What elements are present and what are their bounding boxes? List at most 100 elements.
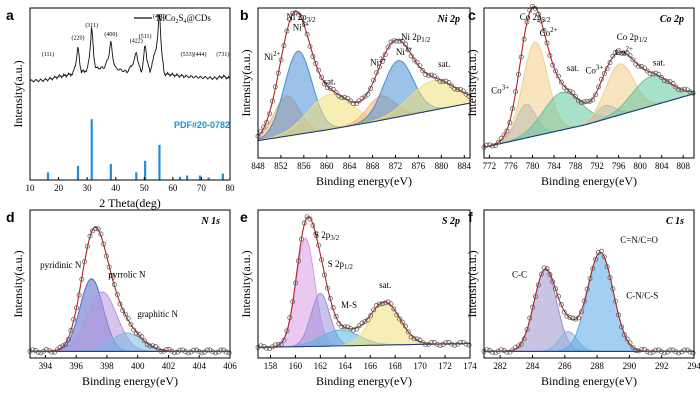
y-axis-title: Intensity(a.u.) [11, 250, 25, 317]
data-point [379, 301, 385, 307]
peak-annotation: Co3+ [491, 84, 509, 96]
x-tick-label: 162 [314, 361, 328, 371]
data-point [561, 309, 567, 315]
data-point [621, 332, 627, 338]
data-point [490, 349, 496, 355]
plot-frame [483, 7, 695, 159]
data-point [316, 67, 322, 73]
x-tick-label: 792 [590, 161, 604, 171]
data-point [163, 347, 169, 353]
data-point [639, 347, 644, 353]
data-point [495, 348, 501, 354]
data-point [405, 47, 411, 53]
data-point [218, 347, 224, 353]
data-point [429, 72, 434, 78]
data-point [73, 305, 79, 311]
data-point [567, 88, 573, 94]
data-point [348, 98, 353, 104]
data-point [624, 336, 630, 342]
data-point [596, 84, 601, 90]
data-point [510, 106, 516, 112]
data-point [633, 348, 639, 354]
data-point [417, 63, 423, 69]
x-tick-label: 404 [192, 361, 206, 371]
data-point [298, 236, 304, 242]
data-point [213, 350, 218, 356]
data-point [627, 340, 633, 346]
plot-frame [29, 209, 231, 359]
data-point [538, 271, 544, 277]
data-point [564, 87, 570, 93]
data-point [440, 79, 446, 85]
peak-annotation: sat. [567, 63, 579, 73]
data-point [150, 343, 156, 349]
data-point [653, 347, 659, 353]
data-point [630, 344, 636, 350]
x-tick-label: 400 [131, 361, 145, 371]
data-point [49, 349, 55, 355]
peak-index-label: (511) [139, 33, 152, 40]
panel-d: 394 396 398 400 402 404 406 Binding energy(eV) I… [6, 209, 237, 388]
data-point [676, 350, 682, 356]
data-point [350, 101, 356, 107]
panel-letter: d [6, 209, 15, 225]
data-point [342, 95, 348, 101]
peak-annotation: Ni 2p1/2 [401, 32, 431, 44]
data-point [95, 226, 101, 232]
data-point [619, 50, 624, 56]
peak-annotation: sat. [323, 76, 335, 86]
data-point [535, 282, 541, 288]
peak-annotation: Ni2+ [264, 50, 281, 62]
data-point [290, 299, 296, 305]
peak-annotation: sat. [438, 59, 450, 69]
data-point [535, 11, 541, 17]
x-tick-label: 394 [39, 361, 53, 371]
data-point [510, 347, 516, 353]
data-point [544, 40, 550, 46]
data-point [550, 279, 556, 285]
data-point [382, 52, 388, 57]
data-point [593, 256, 599, 262]
legend-label: NiCo2S4@CDs [156, 13, 211, 25]
data-point [616, 49, 622, 55]
data-point [682, 86, 687, 92]
data-point [336, 321, 342, 327]
plot-frame [257, 209, 471, 359]
data-point [590, 266, 596, 272]
x-tick-label: 170 [413, 361, 427, 371]
data-point [434, 76, 440, 82]
data-point [452, 342, 458, 348]
data-point [414, 336, 420, 342]
data-point [690, 350, 696, 356]
data-point [287, 16, 293, 22]
data-point [270, 98, 275, 104]
x-axis-title: 2 Theta(deg) [99, 196, 160, 210]
data-point [682, 347, 687, 353]
data-point [371, 77, 377, 83]
x-tick-label: 808 [676, 161, 690, 171]
data-point [103, 253, 109, 259]
data-point [342, 324, 348, 330]
data-point [350, 327, 356, 333]
data-point [434, 341, 440, 347]
peak-index-label: (220) [72, 35, 85, 42]
x-tick-label: 884 [458, 161, 472, 171]
data-point [460, 88, 466, 94]
data-point [408, 53, 414, 59]
x-tick-label: 876 [412, 161, 426, 171]
data-point [573, 316, 579, 322]
data-point [322, 81, 327, 87]
data-point [356, 98, 362, 104]
data-point [84, 243, 90, 249]
data-point [310, 53, 316, 59]
data-point [35, 349, 41, 355]
panel-a: (111) (220)(311) (400) (422)(511) (440) (533)… [6, 7, 235, 210]
data-point [664, 79, 670, 85]
x-axis-title: Binding energy(eV) [541, 174, 637, 188]
data-point [553, 286, 559, 292]
data-point [513, 89, 518, 95]
data-point [147, 343, 153, 349]
data-point [420, 68, 426, 74]
data-point [264, 345, 270, 351]
x-tick-label: 160 [289, 361, 303, 371]
